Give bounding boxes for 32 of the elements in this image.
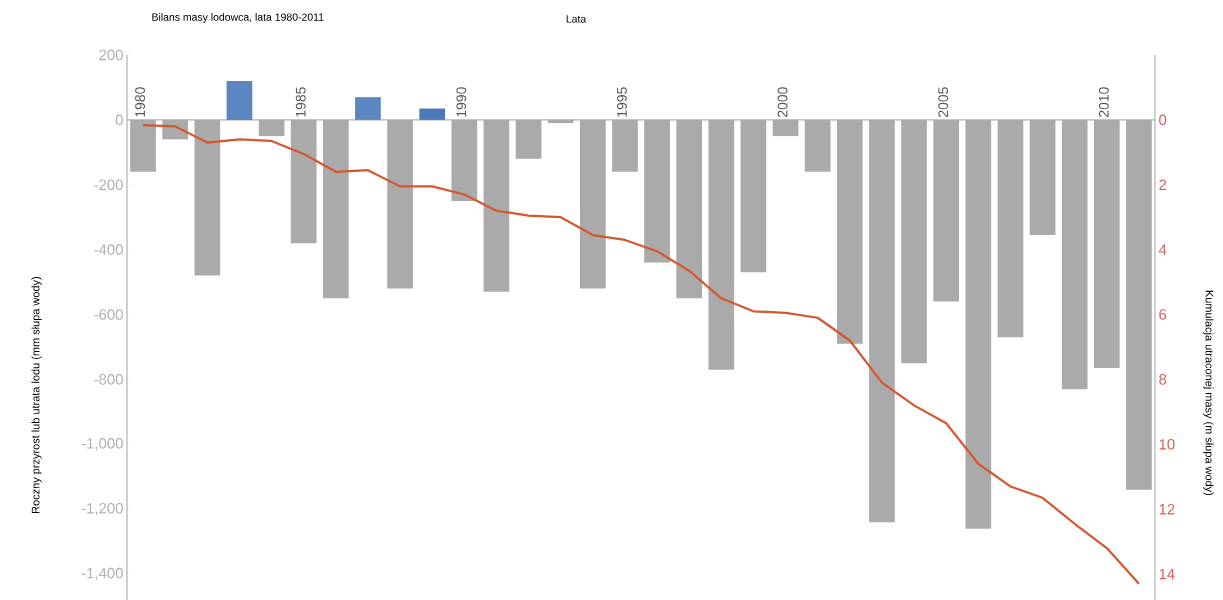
y-tick-label: -200: [94, 179, 123, 191]
y-tick-label: -800: [94, 374, 123, 385]
x-tick-label: 1985: [295, 87, 306, 117]
y-tick-label: -1,200: [81, 502, 123, 516]
x-tick-label: 1990: [456, 87, 467, 117]
y2-axis-title: Kumulacja utraconej masy (m słupa wody): [1203, 290, 1214, 496]
y2-tick-label: 12: [1159, 503, 1175, 515]
x-tick-label: 2010: [1098, 87, 1109, 117]
y-tick-label: -1,000: [81, 438, 123, 451]
y-tick-label: -600: [94, 309, 123, 320]
y2-tick-label: 2: [1159, 179, 1167, 190]
x-tick-label: 2005: [938, 87, 949, 117]
x-tick-label: 1980: [135, 87, 146, 117]
y-tick-label: 0: [115, 114, 123, 126]
x-axis-title: Lata: [566, 15, 587, 23]
chart-title: Bilans masy lodowca, lata 1980-2011: [152, 13, 324, 23]
y2-tick-label: 8: [1159, 374, 1167, 385]
x-tick-label: 1995: [616, 87, 627, 117]
y2-tick-label: 6: [1159, 309, 1167, 320]
y2-tick-label: 10: [1159, 439, 1175, 450]
y-tick-label: -400: [94, 244, 123, 255]
bar: [226, 80, 253, 120]
y2-tick-label: 14: [1159, 568, 1175, 580]
bar: [355, 97, 381, 120]
bar: [419, 108, 446, 120]
y-axis-title: Roczny przyrost lub utrata lodu (mm słupa wody): [31, 277, 42, 513]
y2-tick-label: 4: [1158, 244, 1167, 255]
y2-tick-label: 0: [1159, 114, 1167, 126]
line-series: [141, 123, 1141, 585]
y-tick-label: 200: [99, 49, 123, 61]
y-tick-label: -1,400: [81, 567, 123, 581]
x-tick-label: 2000: [777, 87, 788, 117]
